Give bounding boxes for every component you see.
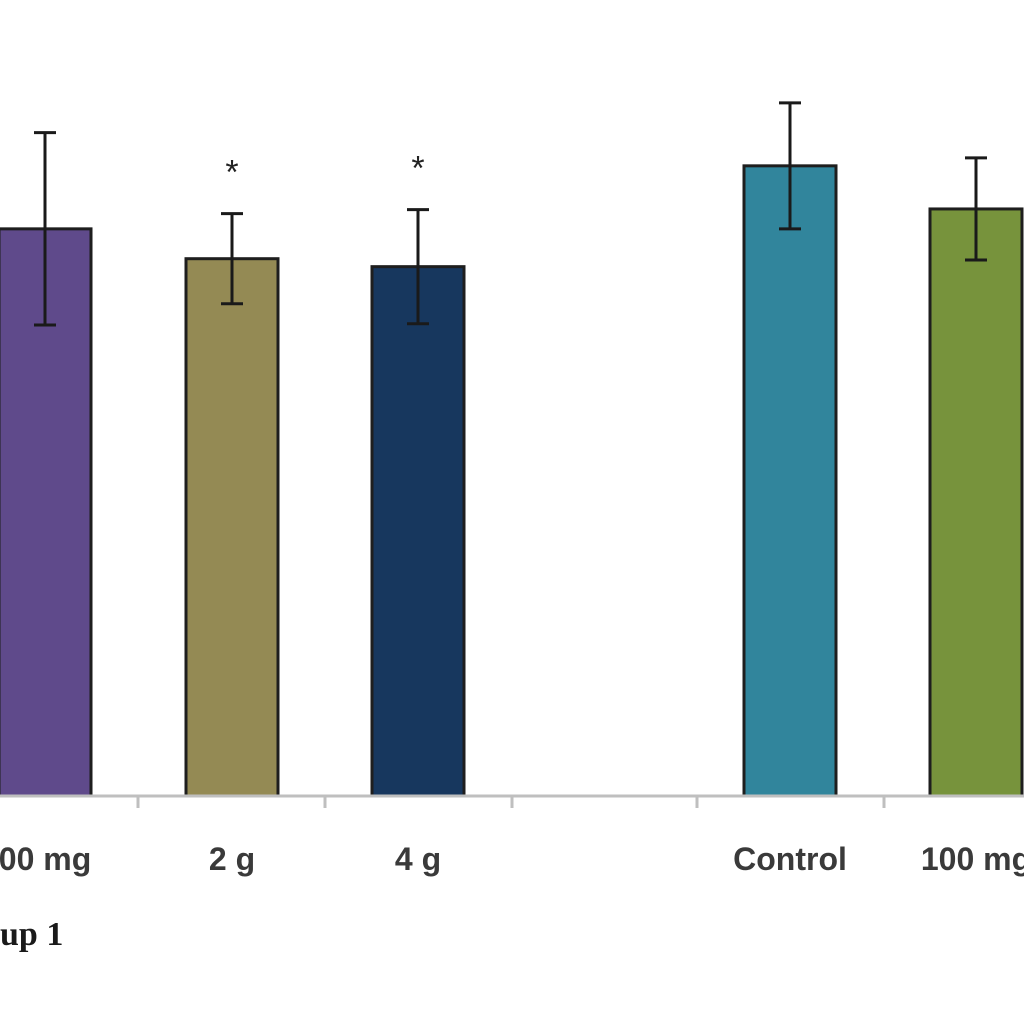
group-label: up 1 bbox=[0, 916, 63, 953]
error-bars-layer bbox=[34, 101, 987, 327]
tick-labels-layer: 00 mg * 2 g * 4 g Control 100 mg bbox=[0, 150, 1024, 877]
x-tick-label: 2 g bbox=[209, 841, 255, 877]
significance-marker: * bbox=[225, 154, 238, 192]
x-tick-label: 00 mg bbox=[0, 841, 91, 877]
bar bbox=[370, 265, 466, 798]
x-axis-ticks bbox=[136, 796, 886, 808]
bar bbox=[742, 164, 838, 798]
x-tick-label: 100 mg bbox=[921, 841, 1024, 877]
bars-layer bbox=[0, 164, 1024, 798]
bar bbox=[928, 207, 1024, 798]
bar bbox=[184, 257, 280, 798]
x-tick-label: Control bbox=[733, 841, 847, 877]
x-tick-label: 4 g bbox=[395, 841, 441, 877]
significance-marker: * bbox=[411, 150, 424, 188]
